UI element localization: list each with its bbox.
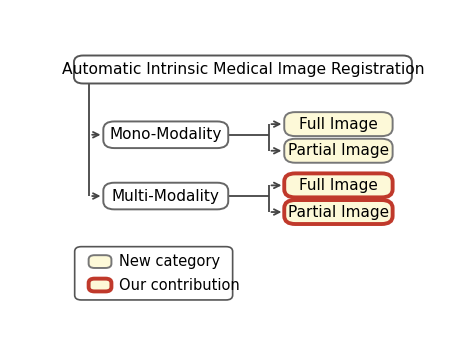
FancyBboxPatch shape: [284, 112, 392, 136]
Text: Our contribution: Our contribution: [119, 277, 240, 292]
FancyBboxPatch shape: [103, 121, 228, 148]
Text: Partial Image: Partial Image: [288, 204, 389, 219]
FancyBboxPatch shape: [75, 247, 233, 300]
FancyBboxPatch shape: [284, 139, 392, 163]
FancyBboxPatch shape: [103, 183, 228, 209]
Text: Automatic Intrinsic Medical Image Registration: Automatic Intrinsic Medical Image Regist…: [62, 62, 424, 77]
Text: Partial Image: Partial Image: [288, 143, 389, 158]
FancyBboxPatch shape: [74, 55, 412, 83]
FancyBboxPatch shape: [284, 200, 392, 224]
Text: Multi-Modality: Multi-Modality: [112, 189, 220, 203]
FancyBboxPatch shape: [284, 173, 392, 197]
Text: Full Image: Full Image: [299, 117, 378, 131]
Text: Mono-Modality: Mono-Modality: [109, 127, 222, 142]
FancyBboxPatch shape: [89, 279, 111, 291]
Text: Full Image: Full Image: [299, 178, 378, 193]
Text: New category: New category: [119, 254, 220, 269]
FancyBboxPatch shape: [89, 255, 111, 268]
